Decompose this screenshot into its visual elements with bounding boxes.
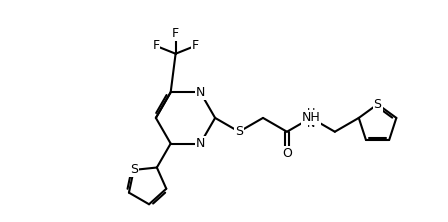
Text: F: F <box>172 28 179 40</box>
Text: S: S <box>374 98 382 111</box>
Text: H
N: H N <box>307 107 315 129</box>
Text: F: F <box>192 39 199 52</box>
Text: F: F <box>152 39 159 52</box>
Text: H: H <box>307 108 315 118</box>
Text: O: O <box>282 147 292 160</box>
Text: S: S <box>235 125 243 138</box>
Text: N: N <box>196 86 205 99</box>
Text: S: S <box>130 163 138 176</box>
Text: N: N <box>196 137 205 150</box>
Text: NH: NH <box>302 111 320 124</box>
Text: N: N <box>311 111 320 124</box>
